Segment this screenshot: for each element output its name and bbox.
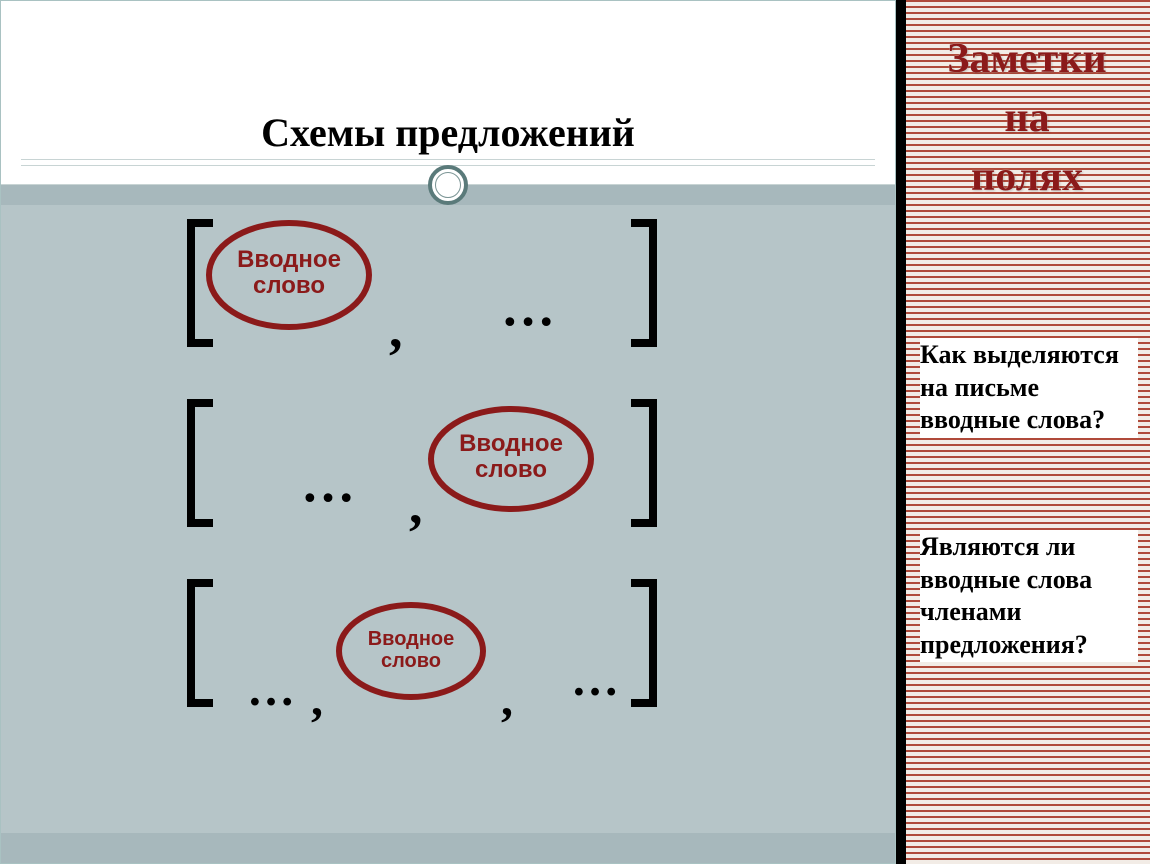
- intro-word-label-1: Вводное: [237, 246, 341, 273]
- comma-symbol: ,: [501, 673, 513, 726]
- comma-symbol: ,: [311, 673, 323, 726]
- intro-word-label-2: слово: [475, 456, 547, 483]
- intro-word-label-1: Вводное: [459, 430, 563, 457]
- ellipsis-symbol: …: [301, 453, 355, 513]
- title-region: Схемы предложений: [1, 1, 895, 185]
- bracket-right-icon: [631, 403, 653, 523]
- comma-symbol: ,: [409, 475, 423, 535]
- sidebar-title-line1: Заметки: [947, 36, 1106, 82]
- schemes-svg: Вводное слово , … … , Вводное слово … ,: [1, 185, 897, 865]
- bracket-right-icon: [631, 583, 653, 703]
- sidebar-notes: Заметки на полях Как выделяются на письм…: [896, 0, 1150, 864]
- title-ring-icon: [428, 165, 468, 205]
- intro-word-label-2: слово: [381, 650, 441, 672]
- comma-symbol: ,: [389, 299, 403, 359]
- main-slide-area: Схемы предложений Вводное слово , … …: [0, 0, 896, 864]
- sidebar-question-2: Являются ли вводные слова членами предло…: [920, 530, 1138, 662]
- sidebar-title: Заметки на полях: [914, 30, 1140, 206]
- sidebar-question-1: Как выделяются на письме вводные слова?: [920, 338, 1138, 438]
- bracket-left-icon: [191, 403, 213, 523]
- scheme-row-1: Вводное слово , …: [191, 223, 653, 359]
- ellipsis-symbol: …: [247, 663, 295, 716]
- ellipsis-symbol: …: [501, 277, 555, 337]
- scheme-row-2: … , Вводное слово: [191, 403, 653, 535]
- intro-word-label-1: Вводное: [368, 628, 455, 650]
- sidebar-title-line3: полях: [971, 154, 1083, 200]
- bracket-right-icon: [631, 223, 653, 343]
- diagram-area: Вводное слово , … … , Вводное слово … ,: [1, 185, 895, 863]
- sidebar-left-border: [896, 0, 906, 864]
- title-underline-1: [21, 159, 875, 160]
- intro-word-label-2: слово: [253, 272, 325, 299]
- scheme-row-3: … , Вводное слово , …: [191, 583, 653, 726]
- slide-title: Схемы предложений: [1, 109, 895, 156]
- ellipsis-symbol: …: [571, 653, 619, 706]
- bracket-left-icon: [191, 583, 213, 703]
- sidebar-title-line2: на: [1004, 95, 1049, 141]
